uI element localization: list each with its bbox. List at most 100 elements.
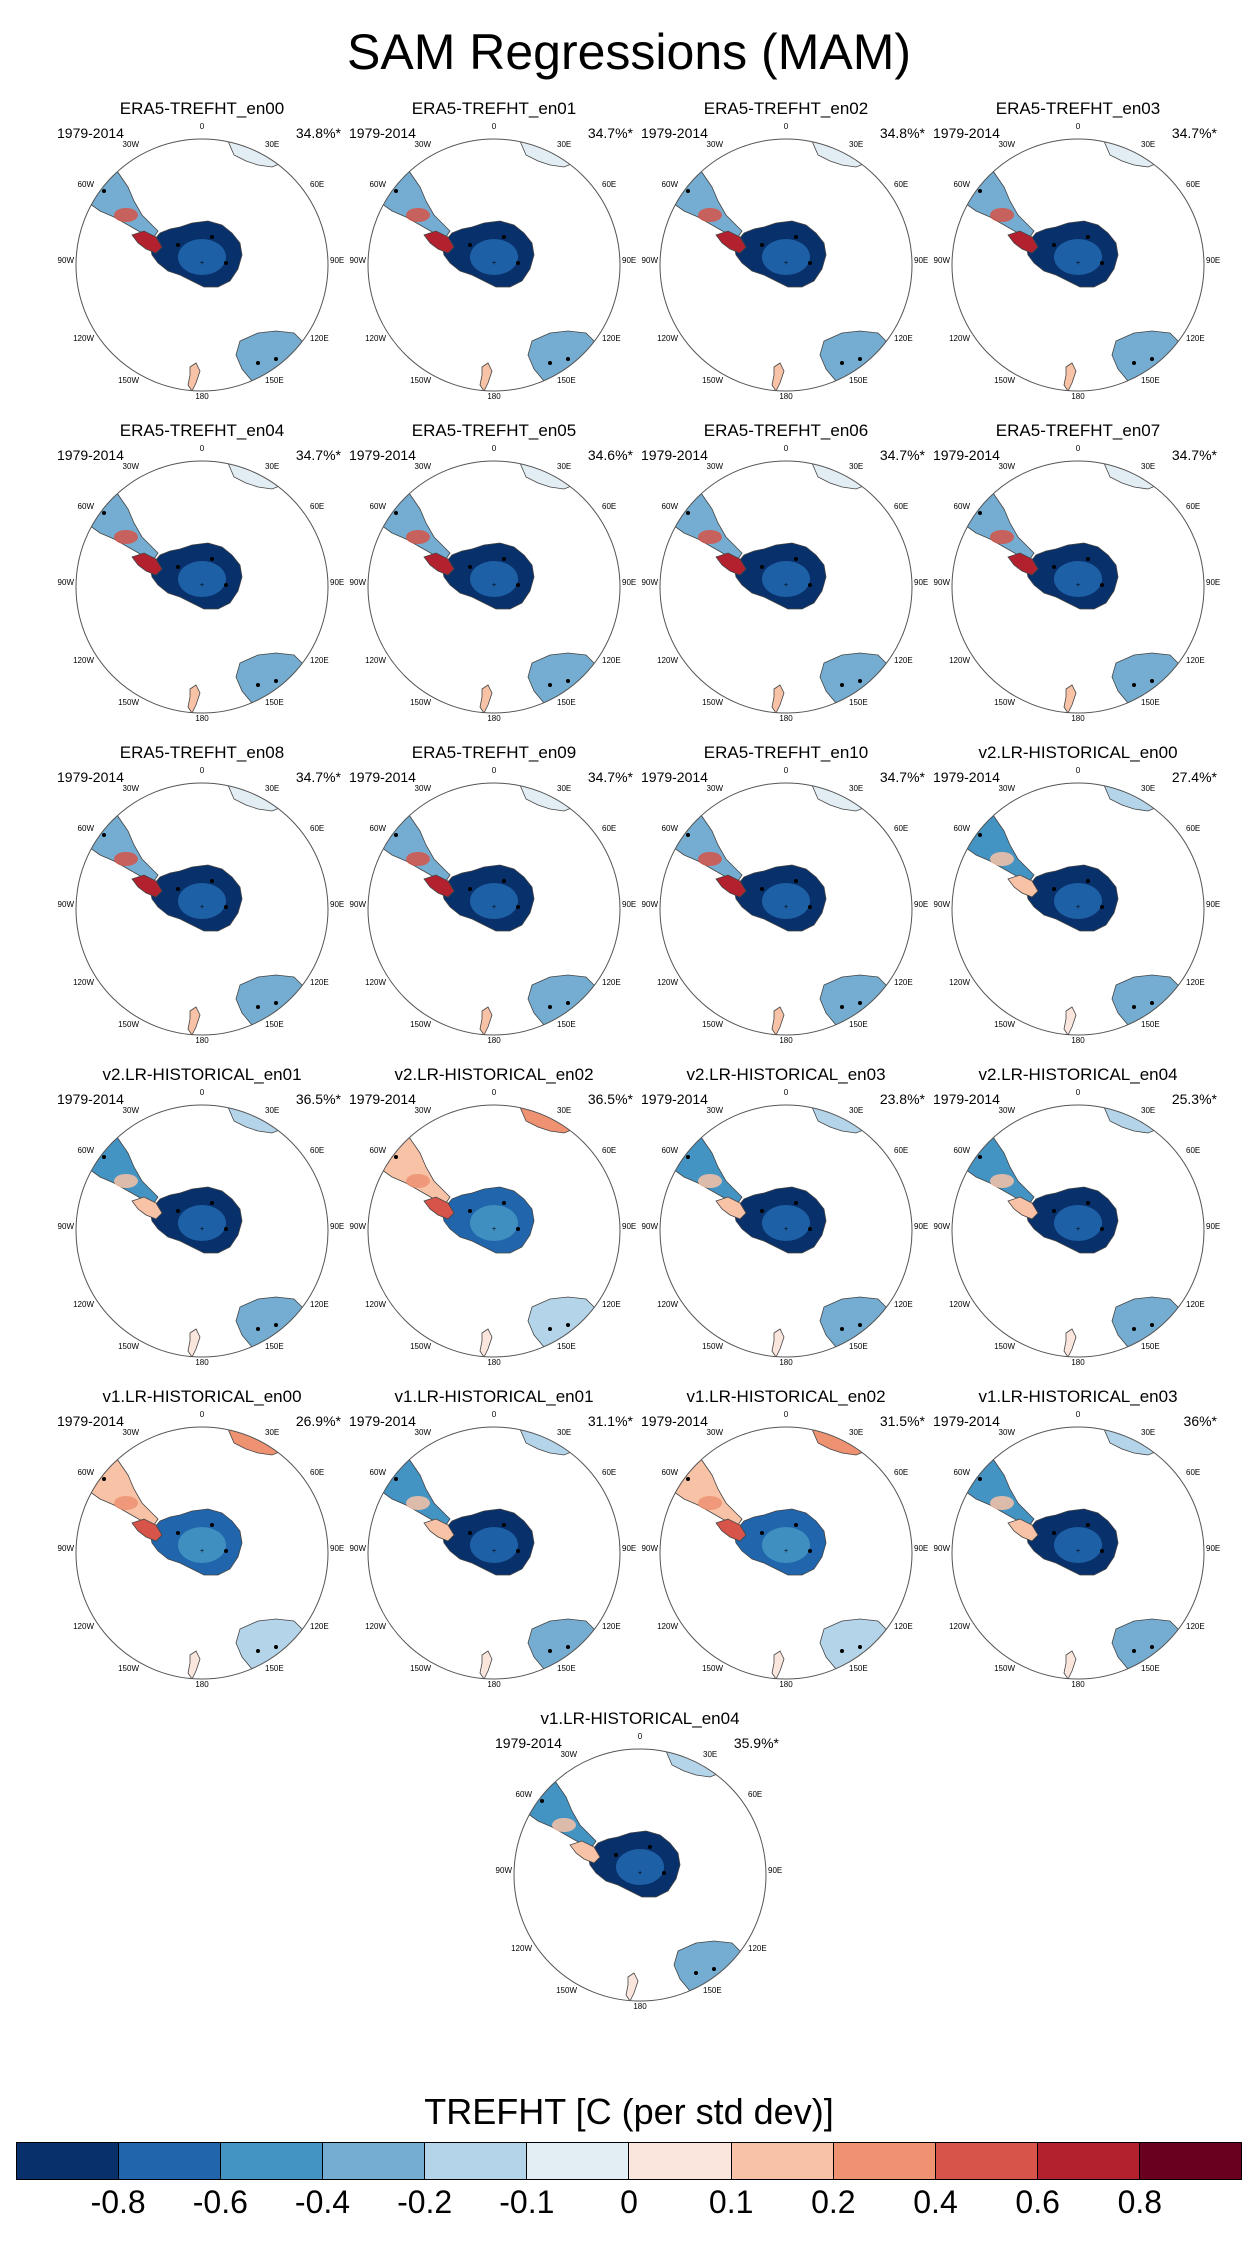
map-panel: v1.LR-HISTORICAL_en03 1979-2014 36%* +0 30E 6… bbox=[933, 1387, 1223, 1689]
longitude-label: 150E bbox=[1141, 376, 1160, 385]
significance-marker bbox=[102, 189, 106, 193]
significance-marker bbox=[1132, 1005, 1136, 1009]
antarctic-interior-anomaly bbox=[1054, 1205, 1102, 1241]
longitude-label: 30W bbox=[123, 1428, 140, 1437]
longitude-label: 30W bbox=[415, 140, 432, 149]
longitude-label: 120E bbox=[310, 1300, 329, 1309]
longitude-label: 90W bbox=[934, 256, 951, 265]
longitude-label: 120E bbox=[310, 978, 329, 987]
new-zealand-region bbox=[771, 1650, 785, 1679]
antarctic-peninsula-region bbox=[1007, 230, 1039, 254]
significance-marker bbox=[176, 565, 180, 569]
significance-marker bbox=[566, 1323, 570, 1327]
antarctic-interior-anomaly bbox=[178, 1527, 226, 1563]
longitude-label: 60W bbox=[954, 180, 971, 189]
panel-title: v1.LR-HISTORICAL_en03 bbox=[978, 1387, 1178, 1406]
south-pole-marker: + bbox=[1076, 1226, 1080, 1233]
longitude-label: 150E bbox=[1141, 698, 1160, 707]
map-panel-grid: ERA5-TREFHT_en00 1979-2014 34.8%* +0 30E 60E 9… bbox=[57, 99, 1223, 2011]
longitude-label: 60E bbox=[1186, 824, 1200, 833]
longitude-label: 180 bbox=[779, 1358, 793, 1367]
south-america-region bbox=[369, 486, 451, 560]
significance-marker bbox=[394, 1477, 398, 1481]
polar-map: +0 30E 60E 90E 120E 150E 180 150W 120W 90W 60W 30W bbox=[350, 122, 637, 401]
longitude-label: 180 bbox=[487, 1036, 501, 1045]
polar-map: +0 30E 60E 90E 120E 150E 180 150W 120W 90W 60W 30W bbox=[350, 444, 637, 723]
significance-marker bbox=[858, 1001, 862, 1005]
significance-marker bbox=[502, 557, 506, 561]
longitude-label: 60W bbox=[662, 1146, 679, 1155]
longitude-label: 60W bbox=[370, 1146, 387, 1155]
significance-marker bbox=[516, 1227, 520, 1231]
panel-variance: 34.7%* bbox=[295, 769, 341, 785]
antarctic-peninsula-region bbox=[569, 1840, 601, 1864]
longitude-label: 30W bbox=[707, 462, 724, 471]
map-boundary-circle bbox=[659, 1104, 913, 1358]
south-america-region bbox=[661, 1452, 743, 1526]
longitude-label: 150E bbox=[265, 1020, 284, 1029]
longitude-label: 120W bbox=[949, 334, 970, 343]
longitude-label: 0 bbox=[784, 1088, 789, 1097]
significance-marker bbox=[566, 679, 570, 683]
longitude-label: 90E bbox=[914, 1544, 928, 1553]
south-pole-marker: + bbox=[492, 582, 496, 589]
new-zealand-region bbox=[1063, 1650, 1077, 1679]
longitude-label: 0 bbox=[1076, 766, 1081, 775]
longitude-label: 30W bbox=[415, 462, 432, 471]
panel-period: 1979-2014 bbox=[933, 447, 1000, 463]
colorbar-tick: -0.1 bbox=[499, 2184, 555, 2220]
significance-marker bbox=[1150, 357, 1154, 361]
south-pole-marker: + bbox=[492, 1548, 496, 1555]
significance-marker bbox=[256, 1005, 260, 1009]
significance-marker bbox=[1100, 583, 1104, 587]
longitude-label: 60E bbox=[894, 180, 908, 189]
polar-map: +0 30E 60E 90E 120E 150E 180 150W 120W 90W 60W 30W bbox=[350, 1088, 637, 1367]
longitude-label: 60E bbox=[748, 1790, 762, 1799]
colorbar-box bbox=[629, 2143, 732, 2179]
longitude-label: 90W bbox=[934, 900, 951, 909]
longitude-label: 120E bbox=[310, 334, 329, 343]
longitude-label: 90W bbox=[934, 578, 951, 587]
significance-marker bbox=[566, 1001, 570, 1005]
longitude-label: 90E bbox=[330, 1544, 344, 1553]
longitude-label: 30W bbox=[999, 1428, 1016, 1437]
longitude-label: 30E bbox=[1141, 1428, 1155, 1437]
significance-marker bbox=[1132, 1649, 1136, 1653]
antarctic-interior-anomaly bbox=[762, 561, 810, 597]
longitude-label: 120E bbox=[894, 978, 913, 987]
antarctic-peninsula-region bbox=[131, 230, 163, 254]
significance-marker bbox=[794, 557, 798, 561]
new-zealand-region bbox=[625, 1972, 639, 2001]
significance-marker bbox=[858, 679, 862, 683]
map-boundary-circle bbox=[951, 460, 1205, 714]
significance-marker bbox=[256, 683, 260, 687]
longitude-label: 60E bbox=[602, 502, 616, 511]
antarctic-interior-anomaly bbox=[1054, 239, 1102, 275]
colorbar-box bbox=[119, 2143, 222, 2179]
warm-anomaly-patch bbox=[406, 1174, 430, 1188]
longitude-label: 150E bbox=[265, 1342, 284, 1351]
significance-marker bbox=[274, 357, 278, 361]
significance-marker bbox=[808, 1549, 812, 1553]
longitude-label: 150W bbox=[118, 376, 139, 385]
longitude-label: 60W bbox=[78, 1146, 95, 1155]
panel-period: 1979-2014 bbox=[57, 1091, 124, 1107]
colorbar-box bbox=[935, 2143, 1038, 2179]
longitude-label: 0 bbox=[492, 122, 497, 131]
longitude-label: 90E bbox=[768, 1866, 782, 1875]
longitude-label: 0 bbox=[1076, 1088, 1081, 1097]
map-boundary-circle bbox=[75, 782, 329, 1036]
longitude-label: 120E bbox=[602, 334, 621, 343]
panel-title: ERA5-TREFHT_en10 bbox=[703, 743, 869, 762]
longitude-label: 90E bbox=[622, 1222, 636, 1231]
antarctic-interior-anomaly bbox=[470, 1527, 518, 1563]
longitude-label: 0 bbox=[200, 444, 205, 453]
panel-period: 1979-2014 bbox=[349, 1091, 416, 1107]
significance-marker bbox=[224, 261, 228, 265]
panel-title: ERA5-TREFHT_en07 bbox=[995, 421, 1161, 440]
colorbar-tick: 0.6 bbox=[1015, 2184, 1060, 2220]
longitude-label: 30E bbox=[557, 784, 571, 793]
warm-anomaly-patch bbox=[406, 852, 430, 866]
new-zealand-region bbox=[771, 1328, 785, 1357]
antarctic-peninsula-region bbox=[715, 874, 747, 898]
